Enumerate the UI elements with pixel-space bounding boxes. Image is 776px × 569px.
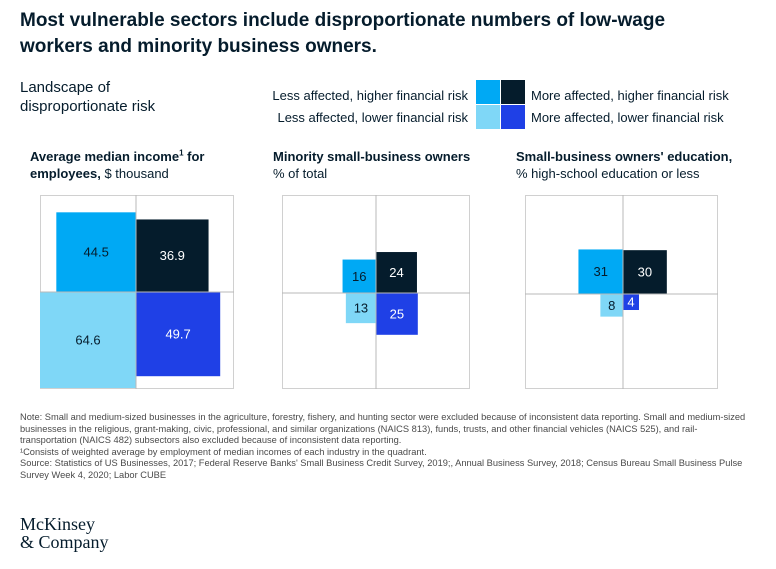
quadrant-value-label-more-lower: 4: [627, 295, 634, 310]
quadrant-value-label-less-higher: 44.5: [84, 245, 109, 260]
income-quadrant-chart: 44.5 36.9 64.6 49.7: [40, 195, 234, 389]
legend-label-less-lower: Less affected, lower financial risk: [277, 110, 468, 125]
quadrant-square-less-higher: [342, 259, 376, 293]
quadrant-value-label-more-lower: 49.7: [165, 327, 190, 342]
minority-owners-quadrant-chart: 16 24 13 25: [282, 195, 470, 389]
panel-subtitle-minority: % of total: [273, 166, 328, 181]
legend-label-more-higher: More affected, higher financial risk: [531, 88, 729, 103]
quadrant-value-label-more-higher: 24: [389, 265, 403, 280]
logo-line-2: & Company: [20, 532, 109, 552]
quadrant-square-less-lower: [345, 293, 376, 324]
panel-title-education: Small-business owners' education, % high…: [516, 148, 766, 182]
legend-swatch-less-lower: [476, 105, 500, 129]
legend-swatch-less-higher: [476, 80, 500, 104]
landscape-label: Landscape of disproportionate risk: [20, 79, 156, 115]
quadrant-square-more-lower: [376, 293, 418, 335]
source-text: Source: Statistics of US Businesses, 201…: [20, 458, 743, 480]
legend-label-more-lower: More affected, lower financial risk: [531, 110, 724, 125]
quadrant-value-label-less-lower: 8: [608, 298, 615, 313]
chart-title: Most vulnerable sectors include dispropo…: [20, 10, 666, 57]
panel-title-income-bold-tail: for employees,: [30, 149, 205, 181]
panel-title-education-bold: Small-business owners' education,: [516, 149, 733, 164]
quadrant-square-more-higher: [376, 252, 417, 293]
panel-title-income: Average median income1 for employees, $ …: [30, 148, 260, 182]
quadrant-value-label-more-higher: 30: [638, 265, 652, 280]
quadrant-value-label-less-higher: 31: [593, 264, 607, 279]
quadrant-square-less-lower: [40, 292, 136, 388]
notes: Note: Small and medium-sized businesses …: [20, 412, 752, 481]
quadrant-square-less-lower: [600, 294, 623, 317]
quadrant-value-label-less-higher: 16: [352, 269, 366, 284]
quadrant-square-more-lower: [623, 294, 640, 311]
quadrant-square-less-higher: [578, 249, 623, 294]
mckinsey-logo: McKinsey & Company: [20, 515, 109, 551]
quadrant-value-label-less-lower: 64.6: [75, 333, 100, 348]
panel-title-income-bold: Average median income: [30, 149, 180, 164]
panel-title-minority: Minority small-business owners % of tota…: [273, 148, 503, 182]
note-text: Note: Small and medium-sized businesses …: [20, 412, 746, 445]
quadrant-square-more-higher: [623, 250, 667, 294]
quadrant-value-label-more-higher: 36.9: [160, 248, 185, 263]
legend-swatch-more-higher: [501, 80, 525, 104]
panel-title-income-rest: $ thousand: [100, 166, 169, 181]
panel-frame: [525, 195, 718, 389]
legend-swatch-more-lower: [501, 105, 525, 129]
panel-subtitle-education: % high-school education or less: [516, 166, 700, 181]
panel-title-minority-bold: Minority small-business owners: [273, 149, 471, 164]
legend-label-less-higher: Less affected, higher financial risk: [272, 88, 468, 103]
footnote-mark: 1: [179, 148, 184, 158]
quadrant-square-less-higher: [56, 212, 136, 292]
quadrant-value-label-less-lower: 13: [354, 301, 368, 316]
footnote-text: ¹Consists of weighted average by employm…: [20, 446, 427, 457]
quadrant-value-label-more-lower: 25: [390, 306, 404, 321]
education-quadrant-chart: 31 30 8 4: [525, 195, 718, 389]
quadrant-square-more-higher: [136, 219, 209, 292]
logo-line-1: McKinsey: [20, 514, 95, 534]
quadrant-square-more-lower: [136, 292, 221, 377]
